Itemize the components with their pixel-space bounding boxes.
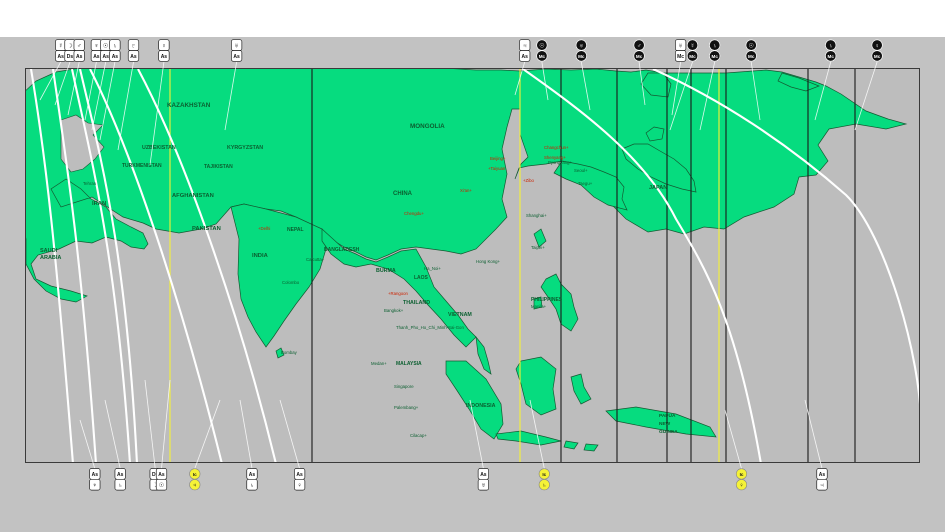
svg-text:Calcutta+: Calcutta+ [306, 257, 325, 262]
svg-text:BANGLADESH: BANGLADESH [324, 247, 360, 253]
svg-text:GUINEA: GUINEA [659, 429, 678, 435]
svg-text:Chengdu+: Chengdu+ [404, 211, 424, 216]
svg-text:+Rangoon: +Rangoon [388, 291, 409, 296]
svg-text:Colombo: Colombo [282, 280, 300, 285]
svg-text:LAOS: LAOS [414, 275, 429, 281]
svg-text:Changchun+: Changchun+ [544, 145, 569, 150]
svg-text:UZBEKISTAN: UZBEKISTAN [142, 145, 176, 151]
svg-text:Bombay: Bombay [281, 350, 298, 355]
svg-text:Manila+: Manila+ [531, 304, 547, 309]
svg-text:Bangkok+: Bangkok+ [384, 308, 404, 313]
svg-text:KAZAKHSTAN: KAZAKHSTAN [167, 102, 211, 109]
svg-text:NEW: NEW [659, 421, 671, 427]
svg-text:Seoul+: Seoul+ [574, 168, 588, 173]
svg-text:Palembang+: Palembang+ [394, 405, 419, 410]
svg-text:Tehran: Tehran [83, 181, 97, 186]
svg-text:Pyongyang+: Pyongyang+ [548, 160, 573, 165]
svg-text:+Delhi: +Delhi [258, 226, 270, 231]
svg-text:Taegu+: Taegu+ [578, 181, 593, 186]
svg-text:Medan+: Medan+ [371, 361, 387, 366]
svg-text:INDONESIA: INDONESIA [466, 403, 496, 409]
svg-text:Thanh_Pho_Ho_Chi_Minh-Sai-Gon: Thanh_Pho_Ho_Chi_Minh-Sai-Gon [396, 325, 464, 330]
svg-text:Beijing+: Beijing+ [490, 156, 506, 161]
svg-text:ARABIA: ARABIA [40, 255, 61, 261]
svg-text:CHINA: CHINA [393, 191, 413, 197]
svg-text:JAPAN: JAPAN [649, 185, 667, 191]
svg-text:PAKISTAN: PAKISTAN [192, 226, 221, 232]
svg-text:Singapore: Singapore [394, 384, 414, 389]
svg-text:NEPAL: NEPAL [287, 227, 304, 233]
svg-text:PHILIPPINES: PHILIPPINES [531, 297, 563, 303]
svg-text:Xi'an+: Xi'an+ [460, 188, 472, 193]
svg-text:Shanghai+: Shanghai+ [526, 213, 547, 218]
svg-text:AFGHANISTAN: AFGHANISTAN [172, 193, 214, 199]
svg-text:INDIA: INDIA [252, 253, 269, 259]
svg-text:+Zibo: +Zibo [523, 178, 534, 183]
svg-text:+Taiyuan: +Taiyuan [488, 166, 506, 171]
svg-text:MONGOLIA: MONGOLIA [410, 123, 445, 130]
svg-text:SAUDI: SAUDI [40, 248, 58, 254]
svg-text:Taipei+: Taipei+ [531, 245, 545, 250]
svg-text:IRAN: IRAN [92, 201, 106, 207]
svg-text:BURMA: BURMA [376, 268, 396, 274]
svg-text:VIETNAM: VIETNAM [448, 312, 472, 318]
svg-text:TURKMENISTAN: TURKMENISTAN [122, 163, 162, 169]
svg-text:Ha_Noi+: Ha_Noi+ [424, 266, 441, 271]
svg-text:Cilacap+: Cilacap+ [410, 433, 427, 438]
svg-text:THAILAND: THAILAND [403, 300, 430, 306]
svg-text:KYRGYZSTAN: KYRGYZSTAN [227, 145, 263, 151]
svg-text:PAPUA: PAPUA [659, 413, 676, 419]
svg-text:TAJIKISTAN: TAJIKISTAN [204, 164, 233, 170]
svg-text:MALAYSIA: MALAYSIA [396, 361, 422, 367]
svg-text:Hong Kong+: Hong Kong+ [476, 259, 501, 264]
